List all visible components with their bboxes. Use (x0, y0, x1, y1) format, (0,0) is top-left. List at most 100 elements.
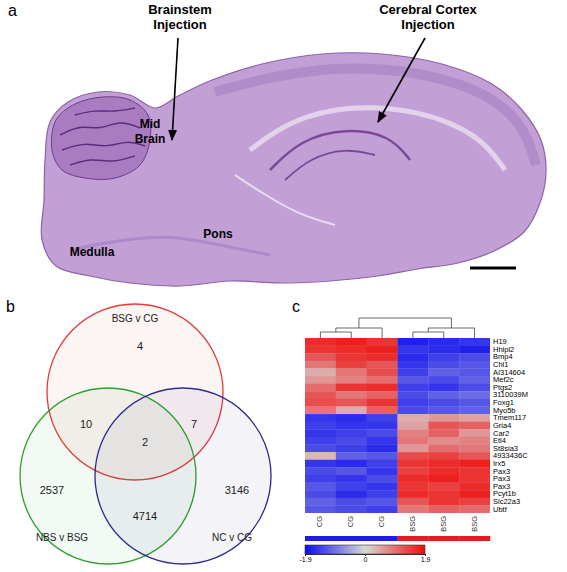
heat-cell (367, 467, 398, 475)
row-label: Ubtf (493, 505, 508, 514)
heat-cell (428, 391, 459, 399)
heat-cell (367, 361, 398, 369)
tick-label: 1.9 (421, 556, 431, 563)
set-label: NC v CG (212, 532, 252, 543)
column-label: CG (377, 516, 386, 527)
heat-cell (459, 384, 490, 392)
heat-cell (367, 399, 398, 407)
tick-label: -1.9 (299, 556, 311, 563)
heat-cell (305, 338, 336, 346)
tick-label: 0 (364, 556, 368, 563)
heat-cell (336, 445, 367, 453)
heat-cell (367, 505, 398, 513)
heat-cell (398, 376, 429, 384)
heat-cell (367, 368, 398, 376)
heat-cell (336, 422, 367, 430)
figure: aBrainstemInjectionCerebral CortexInject… (0, 0, 567, 572)
group-bar (336, 536, 367, 541)
hippocampus (285, 151, 375, 180)
heat-cell (428, 376, 459, 384)
arrow (172, 38, 178, 140)
region-count: 4 (137, 340, 143, 352)
group-bar (428, 536, 459, 541)
heat-cell (398, 467, 429, 475)
scale-bar (470, 267, 516, 270)
color-key (305, 545, 425, 554)
heat-cell (398, 437, 429, 445)
heat-cell (459, 368, 490, 376)
heat-cell (367, 338, 398, 346)
heat-cell (336, 414, 367, 422)
heat-cell (305, 505, 336, 513)
heat-cell (428, 399, 459, 407)
heat-cell (398, 498, 429, 506)
heat-cell (336, 338, 367, 346)
heat-cell (428, 338, 459, 346)
cerebellum-fold (60, 123, 140, 135)
panel-letter: c (292, 298, 300, 315)
heat-cell (398, 422, 429, 430)
heat-cell (459, 338, 490, 346)
arrow (378, 38, 425, 122)
dendrogram-link (428, 328, 474, 338)
annotation: Cerebral CortexInjection (379, 2, 477, 32)
heat-cell (459, 429, 490, 437)
heat-cell (398, 414, 429, 422)
heat-cell (305, 422, 336, 430)
heat-cell (305, 498, 336, 506)
row-tick: Ubtf (493, 505, 508, 514)
heat-cell (398, 505, 429, 513)
heat-cell (367, 376, 398, 384)
heat-cell (398, 445, 429, 453)
heat-cell (398, 475, 429, 483)
panel-b: bBSG v CGNBS v BSGNC v CG410722537471431… (6, 298, 271, 564)
heat-cell (459, 452, 490, 460)
region-label: Medulla (70, 245, 115, 259)
heat-cell (336, 483, 367, 491)
group-bar (459, 536, 490, 541)
heat-cell (428, 467, 459, 475)
heat-cell (428, 361, 459, 369)
heat-cell (459, 406, 490, 414)
heat-cell (459, 490, 490, 498)
heat-cell (305, 399, 336, 407)
heat-cell (459, 445, 490, 453)
region-count: 2 (142, 436, 148, 448)
heat-cell (459, 414, 490, 422)
panel-letter: b (6, 298, 15, 315)
heat-cell (367, 490, 398, 498)
heat-cell (305, 361, 336, 369)
heat-cell (367, 460, 398, 468)
heat-cell (398, 391, 429, 399)
heat-cell (305, 406, 336, 414)
heat-cell (398, 353, 429, 361)
heat-cell (305, 429, 336, 437)
heat-cell (305, 490, 336, 498)
heat-cell (428, 505, 459, 513)
group-bar (367, 536, 398, 541)
key-tick: -1.9 (299, 554, 311, 563)
region-count: 4714 (133, 510, 157, 522)
column-label: CG (346, 516, 355, 527)
heat-cell (367, 429, 398, 437)
set-label: BSG v CG (112, 313, 159, 324)
heat-cell (336, 353, 367, 361)
white-matter (250, 108, 505, 170)
cerebellum-fold (62, 142, 145, 150)
heat-cell (428, 368, 459, 376)
heat-cell (398, 429, 429, 437)
heat-cell (459, 460, 490, 468)
heat-cell (305, 437, 336, 445)
row-axis: H19Hhipl2Bmp4Chl1AI314604Mef2cPtgs231100… (493, 337, 528, 513)
heat-cell (367, 445, 398, 453)
heat-cell (305, 353, 336, 361)
heat-cell (459, 483, 490, 491)
heat-cell (398, 399, 429, 407)
heat-cell (398, 384, 429, 392)
venn-set (95, 388, 271, 564)
heat-cell (398, 338, 429, 346)
heat-cell (336, 406, 367, 414)
dendrogram-link (413, 332, 444, 338)
heat-cell (305, 452, 336, 460)
heat-cell (305, 414, 336, 422)
